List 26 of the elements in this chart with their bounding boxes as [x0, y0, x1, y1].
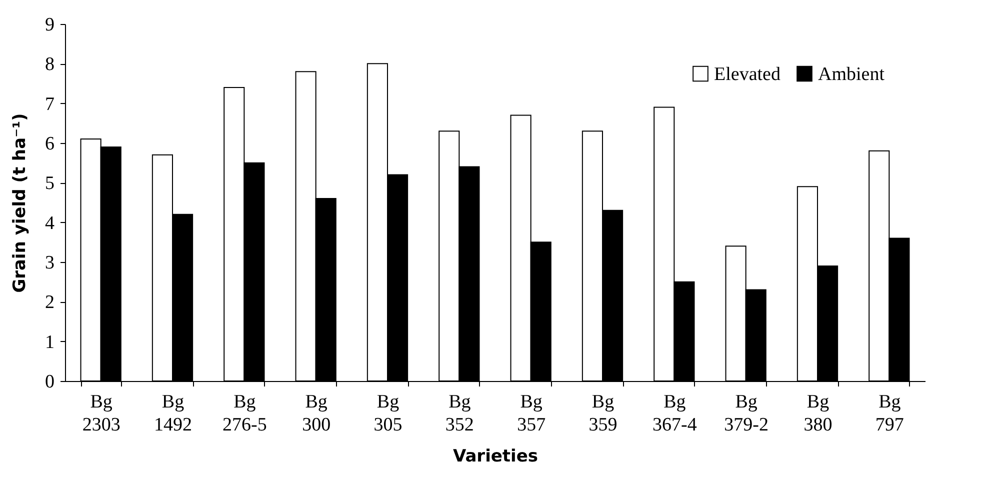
- x-axis-title: Varieties: [452, 446, 538, 466]
- y-tick-label: 2: [45, 292, 54, 314]
- x-tick-label: Bg 352: [445, 392, 474, 436]
- y-tick-label: 3: [45, 252, 54, 274]
- x-tick-label: Bg 1492: [154, 392, 192, 436]
- y-tick-label: 5: [45, 173, 54, 194]
- y-tick-label: 0: [45, 372, 54, 392]
- y-tick-label: 8: [45, 54, 54, 76]
- x-tick-label: Bg 357: [517, 392, 546, 436]
- y-tick-label: 9: [45, 14, 54, 36]
- y-tick-label: 1: [45, 332, 54, 353]
- x-tick-label: Bg 359: [588, 392, 618, 436]
- x-tick-label: Bg 797: [875, 392, 904, 436]
- x-tick-label: Bg 300: [302, 392, 331, 436]
- x-tick-label: Bg 276-5: [222, 392, 267, 436]
- legend-label: Ambient: [818, 64, 886, 85]
- x-tick-label: Bg 380: [804, 392, 832, 436]
- y-tick-label: 7: [45, 94, 54, 115]
- x-tick-label: Bg 379-2: [724, 392, 768, 436]
- y-tick-label: 6: [45, 134, 54, 154]
- y-tick-label: 4: [45, 212, 55, 234]
- legend-label: Elevated: [714, 64, 781, 85]
- x-tick-label: Bg 305: [374, 392, 402, 436]
- x-tick-label: Bg 367-4: [652, 392, 698, 436]
- y-axis-title: Grain yield (t ha⁻¹): [10, 113, 30, 293]
- x-tick-label: Bg 2303: [82, 392, 120, 436]
